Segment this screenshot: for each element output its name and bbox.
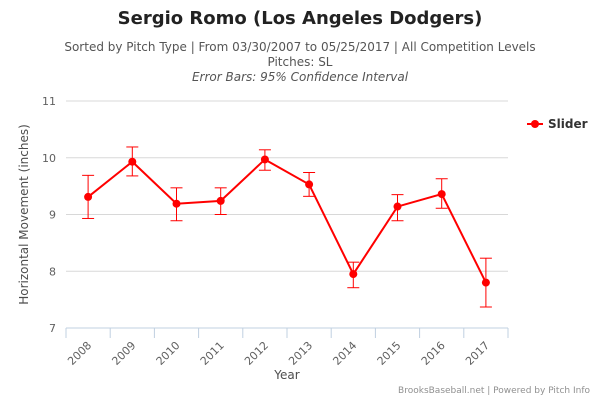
x-tick-label: 2010 bbox=[154, 339, 183, 368]
legend-marker bbox=[531, 120, 539, 128]
data-point bbox=[393, 202, 402, 211]
x-tick-label: 2013 bbox=[286, 339, 315, 368]
x-tick-label: 2014 bbox=[330, 339, 359, 368]
credit-text[interactable]: BrooksBaseball.net | Powered by Pitch In… bbox=[398, 386, 590, 396]
x-tick-label: 2011 bbox=[198, 339, 227, 368]
y-tick-label: 10 bbox=[42, 152, 56, 165]
data-point bbox=[216, 196, 225, 205]
x-tick-label: 2015 bbox=[375, 339, 404, 368]
data-point bbox=[437, 190, 446, 199]
x-axis-title: Year bbox=[273, 368, 299, 382]
y-tick-label: 11 bbox=[42, 95, 56, 108]
chart-subtitle-pitches: Pitches: SL bbox=[267, 55, 333, 69]
data-point bbox=[481, 278, 490, 287]
series-line-slider bbox=[87, 158, 487, 284]
data-point bbox=[128, 157, 137, 166]
y-axis-title: Horizontal Movement (inches) bbox=[17, 124, 31, 305]
y-tick-label: 9 bbox=[49, 209, 56, 222]
y-tick-label: 8 bbox=[49, 265, 56, 278]
data-point bbox=[84, 192, 93, 201]
chart-subtitle-error-bars: Error Bars: 95% Confidence Interval bbox=[191, 70, 409, 84]
data-point bbox=[349, 270, 358, 279]
data-point bbox=[260, 155, 269, 164]
legend-item-label[interactable]: Slider bbox=[548, 117, 588, 131]
data-point bbox=[172, 199, 181, 208]
chart-title: Sergio Romo (Los Angeles Dodgers) bbox=[117, 8, 483, 29]
x-tick-label: 2008 bbox=[65, 339, 94, 368]
data-point bbox=[305, 180, 314, 189]
chart-subtitle: Sorted by Pitch Type | From 03/30/2007 t… bbox=[64, 40, 536, 54]
x-tick-label: 2012 bbox=[242, 339, 271, 368]
x-tick-label: 2017 bbox=[463, 339, 492, 368]
y-tick-label: 7 bbox=[49, 322, 56, 335]
x-tick-label: 2009 bbox=[109, 339, 138, 368]
x-tick-label: 2016 bbox=[419, 339, 448, 368]
